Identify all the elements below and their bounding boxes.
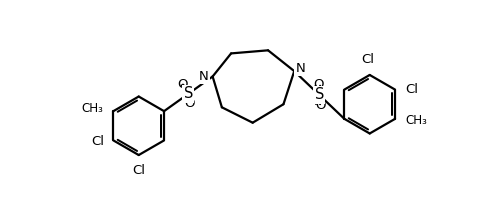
Text: O: O bbox=[177, 78, 187, 91]
Text: S: S bbox=[315, 88, 324, 103]
Text: CH₃: CH₃ bbox=[81, 102, 104, 114]
Text: O: O bbox=[313, 78, 324, 91]
Text: Cl: Cl bbox=[91, 135, 104, 149]
Text: N: N bbox=[199, 70, 209, 83]
Text: N: N bbox=[197, 70, 207, 83]
Text: CH₃: CH₃ bbox=[405, 114, 427, 127]
Text: Cl: Cl bbox=[132, 163, 145, 177]
Text: S: S bbox=[184, 86, 194, 101]
Text: Cl: Cl bbox=[405, 83, 418, 96]
Text: N: N bbox=[296, 62, 305, 74]
Text: Cl: Cl bbox=[362, 54, 375, 67]
Text: O: O bbox=[184, 97, 195, 110]
Text: S: S bbox=[315, 88, 324, 103]
Text: O: O bbox=[315, 99, 325, 112]
Text: S: S bbox=[183, 86, 193, 101]
Text: N: N bbox=[296, 62, 305, 74]
